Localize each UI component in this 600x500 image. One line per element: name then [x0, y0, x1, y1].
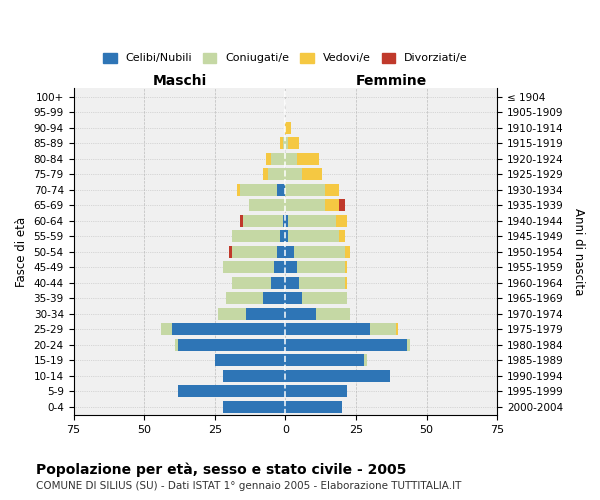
Bar — [294, 246, 344, 258]
Bar — [288, 215, 336, 227]
Bar — [274, 262, 286, 274]
Bar — [271, 277, 286, 289]
Bar — [299, 277, 344, 289]
Bar — [223, 370, 286, 382]
Bar — [344, 277, 347, 289]
Bar — [344, 262, 347, 274]
Text: Femmine: Femmine — [356, 74, 427, 88]
Bar — [175, 338, 178, 351]
Bar — [336, 215, 347, 227]
Bar — [286, 262, 296, 274]
Bar — [229, 246, 232, 258]
Bar — [286, 338, 407, 351]
Bar — [178, 338, 286, 351]
Bar — [286, 138, 288, 149]
Bar — [286, 370, 390, 382]
Bar — [339, 200, 344, 211]
Bar — [325, 184, 339, 196]
Bar — [246, 308, 286, 320]
Bar — [286, 122, 291, 134]
Bar — [339, 230, 344, 242]
Bar — [286, 184, 325, 196]
Bar — [286, 323, 370, 336]
Bar — [172, 323, 286, 336]
Bar — [226, 292, 263, 304]
Bar — [218, 308, 246, 320]
Bar — [286, 200, 325, 211]
Bar — [232, 246, 277, 258]
Y-axis label: Anni di nascita: Anni di nascita — [572, 208, 585, 296]
Bar — [370, 323, 395, 336]
Bar — [223, 262, 274, 274]
Y-axis label: Fasce di età: Fasce di età — [15, 216, 28, 287]
Bar — [283, 215, 286, 227]
Bar — [266, 153, 271, 165]
Text: Popolazione per età, sesso e stato civile - 2005: Popolazione per età, sesso e stato civil… — [36, 462, 406, 477]
Bar — [277, 246, 286, 258]
Bar — [288, 138, 299, 149]
Bar — [240, 184, 277, 196]
Bar — [238, 184, 240, 196]
Bar — [263, 168, 268, 180]
Bar — [161, 323, 172, 336]
Bar — [286, 246, 294, 258]
Bar — [344, 246, 350, 258]
Bar — [178, 385, 286, 398]
Bar — [325, 200, 339, 211]
Bar — [286, 400, 342, 413]
Bar — [271, 153, 286, 165]
Bar — [223, 400, 286, 413]
Bar — [296, 153, 319, 165]
Bar — [296, 262, 344, 274]
Bar — [302, 292, 347, 304]
Bar — [283, 138, 286, 149]
Bar — [232, 277, 271, 289]
Bar — [277, 184, 286, 196]
Bar — [286, 292, 302, 304]
Bar — [280, 230, 286, 242]
Bar — [263, 292, 286, 304]
Bar — [243, 215, 283, 227]
Legend: Celibi/Nubili, Coniugati/e, Vedovi/e, Divorziati/e: Celibi/Nubili, Coniugati/e, Vedovi/e, Di… — [99, 48, 472, 68]
Bar — [302, 168, 322, 180]
Bar — [232, 230, 280, 242]
Bar — [280, 138, 283, 149]
Bar — [286, 354, 364, 366]
Bar — [288, 230, 339, 242]
Bar — [286, 230, 288, 242]
Bar — [364, 354, 367, 366]
Bar — [268, 168, 286, 180]
Bar — [286, 153, 296, 165]
Bar — [240, 215, 243, 227]
Bar — [286, 277, 299, 289]
Bar — [286, 168, 302, 180]
Bar — [248, 200, 286, 211]
Bar — [407, 338, 410, 351]
Bar — [286, 308, 316, 320]
Bar — [395, 323, 398, 336]
Bar — [215, 354, 286, 366]
Text: COMUNE DI SILIUS (SU) - Dati ISTAT 1° gennaio 2005 - Elaborazione TUTTITALIA.IT: COMUNE DI SILIUS (SU) - Dati ISTAT 1° ge… — [36, 481, 461, 491]
Text: Maschi: Maschi — [152, 74, 206, 88]
Bar — [286, 215, 288, 227]
Bar — [316, 308, 350, 320]
Bar — [286, 385, 347, 398]
